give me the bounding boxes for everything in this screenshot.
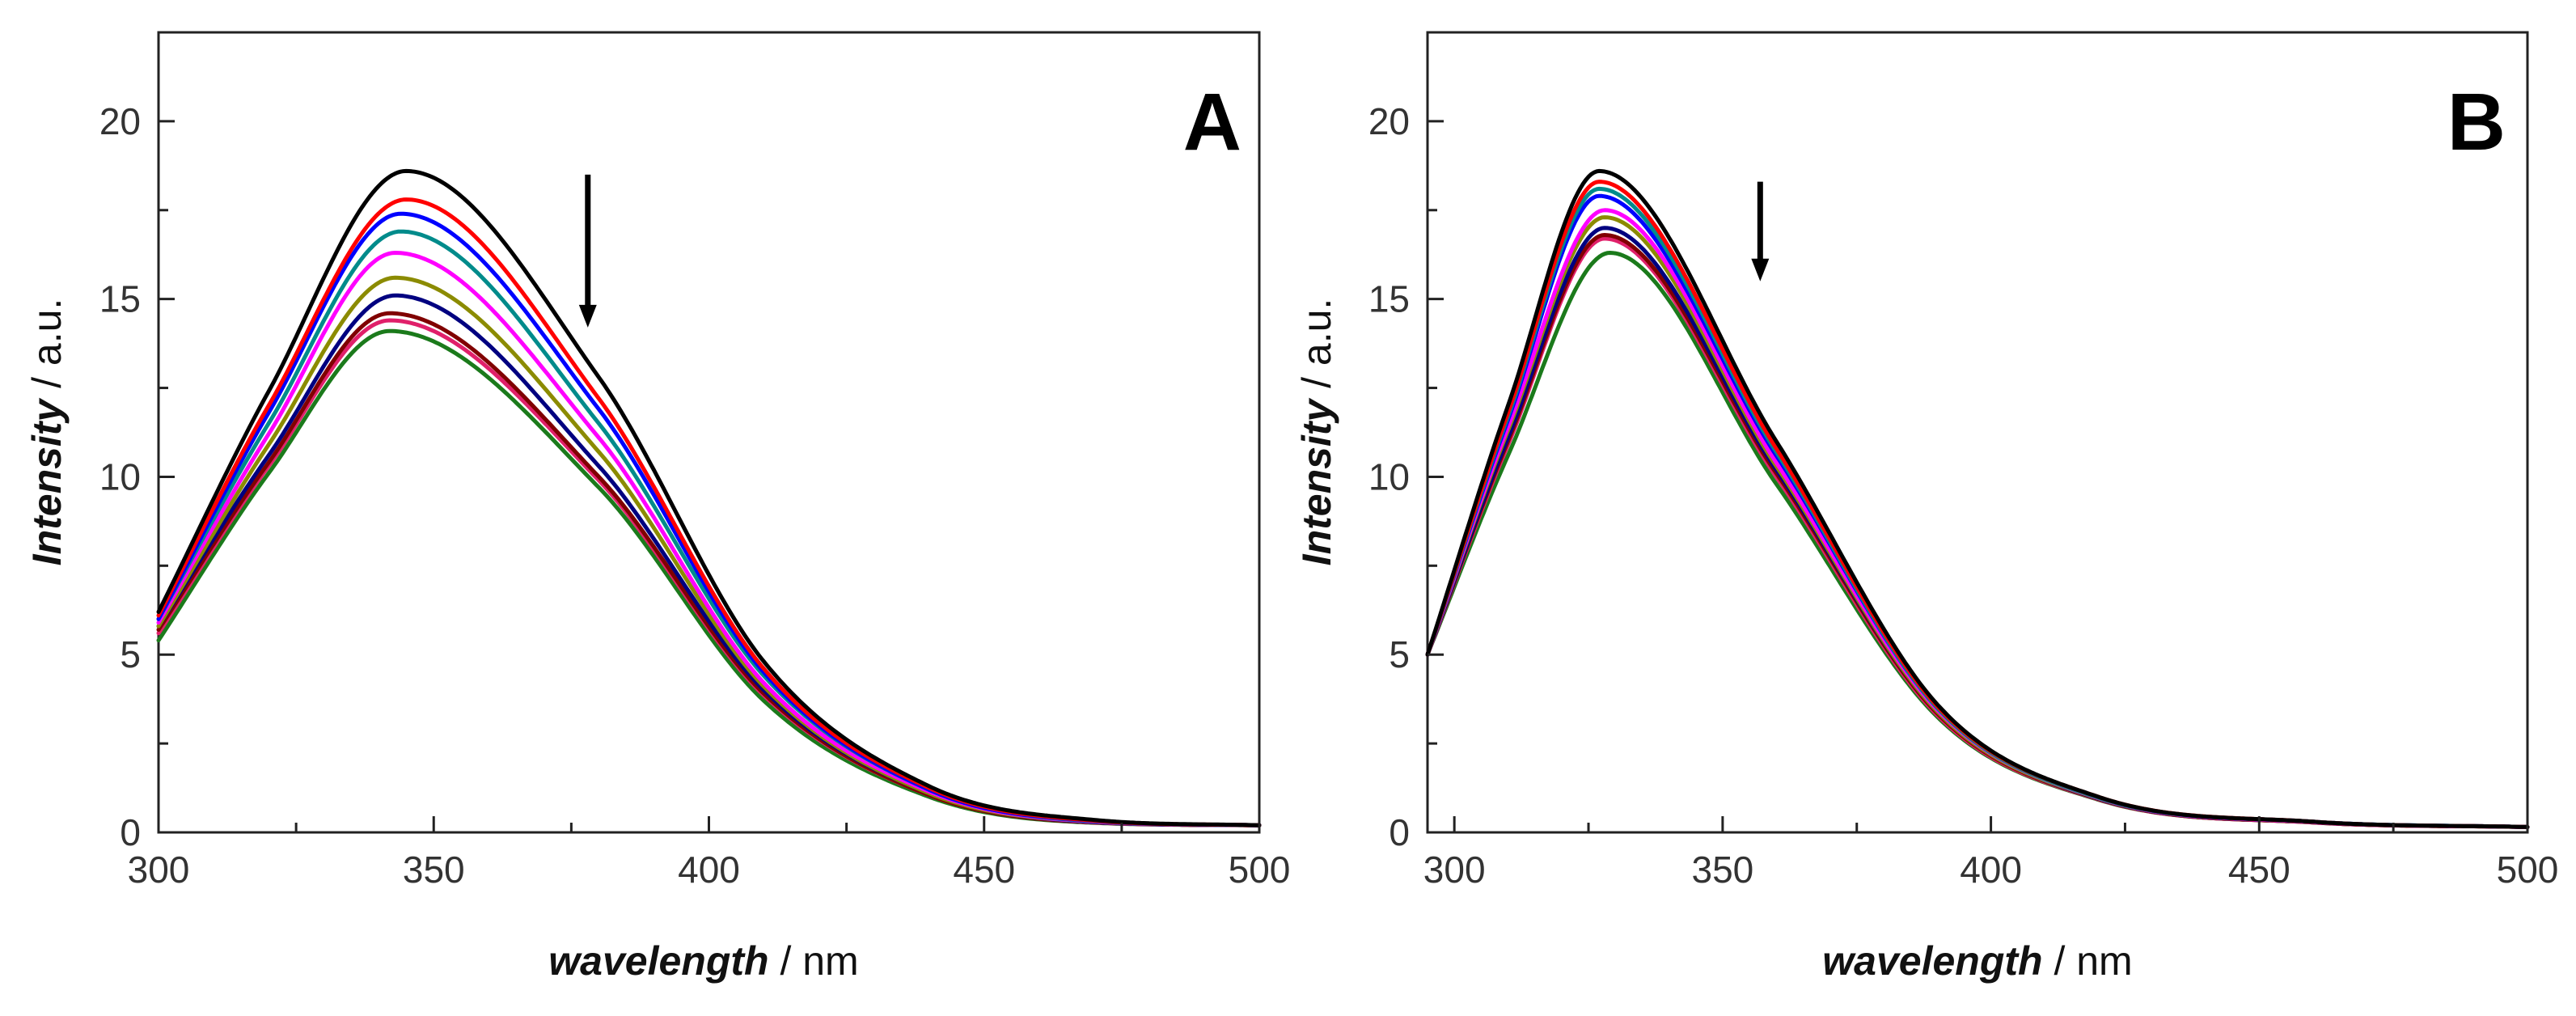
arrow-head-a — [578, 304, 597, 328]
x-tick-labels-a: 300 350 400 450 500 — [128, 849, 1291, 891]
arrow-head-b — [1751, 258, 1770, 282]
series-line-b-s3 — [1425, 186, 2530, 829]
x-axis-label-a: wavelength / nm — [548, 938, 858, 984]
series-layer-b — [1425, 168, 2530, 829]
series-line-b-s1 — [1425, 168, 2530, 829]
y-axis-label-b-main: Intensity — [1294, 398, 1339, 566]
series-line-b-s5 — [1425, 208, 2530, 829]
series-line-b-s8 — [1425, 233, 2530, 829]
tick-layer-b — [1428, 120, 2529, 834]
y-axis-label-b-unit: / a.u. — [1294, 298, 1339, 400]
panel-label-b: B — [2447, 77, 2506, 167]
plot-frame-b — [1426, 31, 2529, 834]
series-line-a-s5 — [156, 251, 1262, 828]
x-tick-label-b: 500 — [2497, 849, 2559, 891]
x-axis-label-b-unit: / nm — [2043, 938, 2133, 984]
panel-b: 300 350 400 450 500 0 5 10 15 20 B wavelength / … — [1294, 31, 2559, 984]
panel-a: 300 350 400 450 500 0 5 10 15 20 A wavelength / … — [24, 31, 1291, 984]
series-line-a-s1 — [156, 168, 1262, 828]
y-axis-label-b: Intensity / a.u. — [1294, 298, 1339, 566]
y-tick-label-b: 10 — [1368, 455, 1410, 497]
y-tick-label-a: 15 — [99, 278, 141, 320]
x-axis-label-b-main: wavelength — [1822, 938, 2042, 984]
y-tick-label-b: 20 — [1368, 100, 1410, 142]
y-axis-label-a-main: Intensity — [24, 398, 70, 566]
x-tick-label-b: 350 — [1692, 849, 1754, 891]
x-tick-label-a: 350 — [403, 849, 465, 891]
y-tick-label-a: 10 — [99, 455, 141, 497]
series-line-b-s4 — [1425, 193, 2530, 829]
series-line-a-s6 — [156, 275, 1262, 828]
y-tick-label-b: 5 — [1389, 633, 1410, 675]
series-layer-a — [156, 168, 1262, 828]
series-line-b-s2 — [1425, 180, 2530, 829]
y-tick-labels-b: 0 5 10 15 20 — [1368, 100, 1410, 853]
series-line-b-s7 — [1425, 226, 2530, 829]
x-tick-labels-b: 300 350 400 450 500 — [1423, 849, 2559, 891]
arrow-a — [578, 174, 597, 328]
y-tick-label-a: 0 — [120, 811, 141, 853]
y-tick-label-b: 0 — [1389, 811, 1410, 853]
x-axis-label-a-unit: / nm — [769, 938, 859, 984]
tick-layer-a — [157, 120, 1261, 834]
x-axis-label-a-main: wavelength — [548, 938, 768, 984]
x-tick-label-b: 300 — [1423, 849, 1486, 891]
arrow-b — [1751, 181, 1770, 282]
series-line-b-s6 — [1425, 215, 2530, 829]
panel-label-a: A — [1183, 77, 1241, 167]
plot-frame-a — [157, 31, 1261, 834]
y-tick-label-a: 5 — [120, 633, 141, 675]
y-axis-label-a: Intensity / a.u. — [24, 298, 70, 566]
y-tick-label-b: 15 — [1368, 278, 1410, 320]
y-tick-label-a: 20 — [99, 100, 141, 142]
x-axis-label-b: wavelength / nm — [1822, 938, 2132, 984]
x-tick-label-b: 450 — [2228, 849, 2290, 891]
x-tick-label-a: 400 — [678, 849, 740, 891]
y-axis-label-a-unit: / a.u. — [24, 298, 70, 400]
x-tick-label-b: 400 — [1960, 849, 2022, 891]
series-line-a-s4 — [156, 229, 1262, 828]
series-line-a-s2 — [156, 197, 1262, 828]
x-tick-label-a: 500 — [1229, 849, 1291, 891]
series-line-a-s3 — [156, 211, 1262, 828]
y-tick-labels-a: 0 5 10 15 20 — [99, 100, 141, 853]
x-tick-label-a: 300 — [128, 849, 190, 891]
x-tick-label-a: 450 — [953, 849, 1015, 891]
